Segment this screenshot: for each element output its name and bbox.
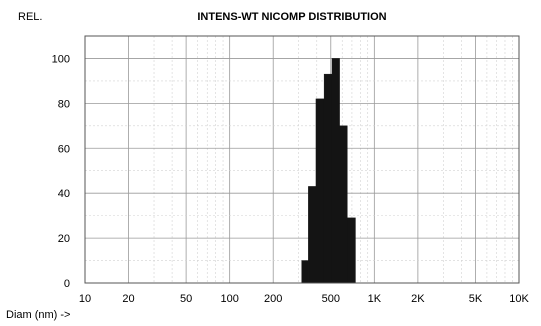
- x-tick-label: 10: [79, 293, 91, 305]
- x-tick-label: 20: [122, 293, 134, 305]
- x-tick-label: 500: [322, 293, 340, 305]
- x-tick-label: 5K: [469, 293, 483, 305]
- x-tick-label: 1K: [368, 293, 382, 305]
- y-tick-label: 100: [52, 53, 70, 65]
- x-tick-label: 2K: [411, 293, 425, 305]
- grid: [85, 36, 519, 283]
- x-tick-label: 50: [180, 293, 192, 305]
- bars: [301, 58, 356, 284]
- chart-title: INTENS-WT NICOMP DISTRIBUTION: [197, 11, 386, 23]
- bar: [308, 186, 317, 284]
- plot-frame: [84, 35, 520, 284]
- y-tick-label: 80: [58, 98, 70, 110]
- bar: [301, 260, 309, 284]
- y-tick-label: 20: [58, 233, 70, 245]
- bar: [315, 98, 325, 284]
- y-tick-label: 0: [64, 278, 70, 290]
- x-tick-label: 10K: [509, 293, 529, 305]
- y-tick-label: 40: [58, 188, 70, 200]
- y-tick-label: 60: [58, 143, 70, 155]
- x-tick-label: 200: [264, 293, 282, 305]
- x-tick-label: 100: [220, 293, 238, 305]
- y-axis-label: REL.: [18, 11, 42, 23]
- x-axis-label: Diam (nm) ->: [6, 309, 70, 321]
- bar: [331, 58, 340, 284]
- bar: [347, 217, 356, 284]
- x-tick-labels: 10 20 50 100 200 500 1K 2K 5K 10K: [79, 293, 530, 305]
- bar: [339, 125, 348, 284]
- y-tick-labels: 0 20 40 60 80 100: [52, 53, 70, 290]
- bar: [323, 73, 333, 284]
